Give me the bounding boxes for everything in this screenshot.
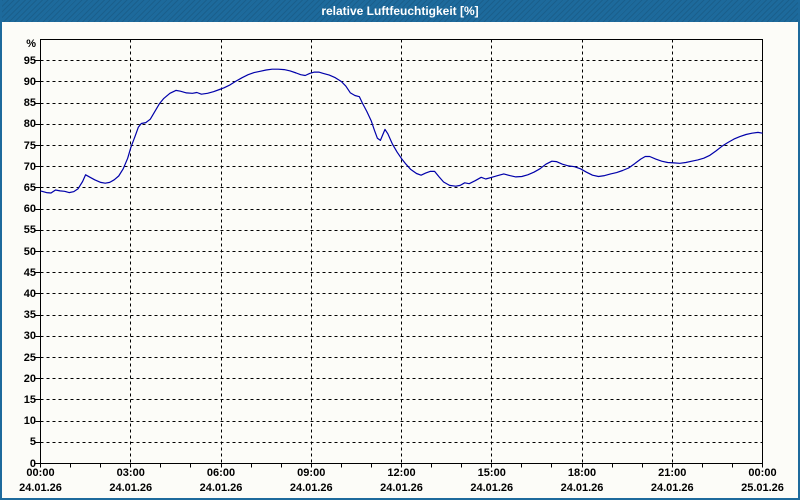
x-time-label: 12:00 — [387, 467, 416, 479]
y-tick-label: 55 — [23, 224, 36, 237]
y-tick-label: 65 — [23, 181, 36, 194]
y-tick-label: 10 — [23, 415, 36, 428]
y-tick-label: 50 — [23, 245, 36, 258]
x-time-label: 06:00 — [206, 467, 236, 479]
x-time-label: 18:00 — [567, 467, 597, 479]
y-tick-label: 0 — [29, 457, 36, 470]
y-tick-label: 20 — [23, 372, 36, 385]
y-axis-unit-label: % — [26, 38, 36, 50]
x-date-label: 25.01.26 — [741, 482, 784, 494]
y-tick-label: 25 — [23, 351, 36, 364]
y-tick-label: 60 — [23, 203, 36, 216]
x-time-label: 00:00 — [26, 467, 55, 479]
y-tick-label: 80 — [23, 118, 36, 131]
y-tick-label: 5 — [29, 436, 36, 449]
x-date-label: 24.01.26 — [560, 482, 604, 494]
x-time-label: 00:00 — [748, 467, 777, 479]
x-date-label: 24.01.26 — [650, 482, 694, 494]
x-time-label: 03:00 — [116, 467, 145, 479]
x-date-label: 24.01.26 — [19, 482, 62, 494]
x-time-label: 21:00 — [658, 467, 687, 479]
x-time-label: 09:00 — [297, 467, 326, 479]
x-date-label: 24.01.26 — [380, 482, 423, 494]
x-time-label: 15:00 — [477, 467, 506, 479]
y-tick-label: 15 — [23, 393, 36, 406]
x-date-label: 24.01.26 — [289, 482, 333, 494]
humidity-line — [40, 68, 763, 194]
y-tick-label: 30 — [23, 330, 36, 343]
window-title: relative Luftfeuchtigkeit [%] — [321, 4, 479, 18]
y-tick-label: 45 — [23, 266, 36, 279]
y-tick-label: 75 — [23, 139, 36, 152]
x-date-label: 24.01.26 — [470, 482, 514, 494]
window-titlebar[interactable]: relative Luftfeuchtigkeit [%] — [2, 0, 798, 22]
x-date-label: 24.01.26 — [199, 482, 243, 494]
y-tick-label: 85 — [23, 97, 36, 110]
y-tick-label: 35 — [23, 309, 36, 322]
y-tick-label: 70 — [23, 160, 36, 173]
y-tick-label: 95 — [23, 54, 36, 67]
humidity-line-chart — [35, 39, 763, 468]
y-tick-label: 90 — [23, 75, 36, 88]
y-tick-label: 40 — [23, 287, 36, 300]
x-date-label: 24.01.26 — [109, 482, 153, 494]
